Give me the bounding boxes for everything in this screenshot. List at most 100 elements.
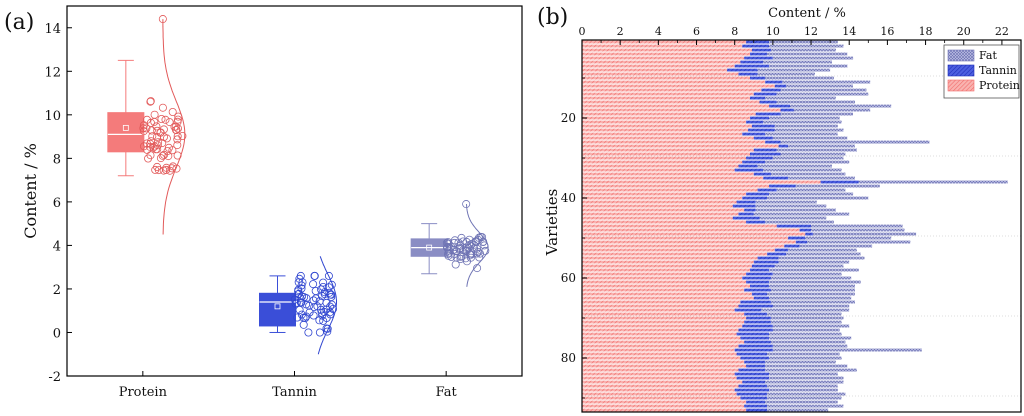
data-point: [326, 302, 335, 311]
bar-tannin: [763, 176, 789, 180]
bar-tannin: [742, 380, 766, 384]
bar-tannin: [753, 172, 771, 176]
bar-protein: [582, 340, 745, 344]
bar-protein: [582, 332, 737, 336]
bar-fat: [769, 44, 844, 48]
data-point: [174, 112, 183, 121]
y-tick-label: 0: [53, 326, 61, 341]
bar-tannin: [738, 368, 766, 372]
y-tick-label: 8: [53, 152, 61, 167]
x-tick-label: 18: [919, 25, 933, 38]
bar-fat: [767, 352, 840, 356]
bar-fat: [755, 208, 836, 212]
bar-tannin: [744, 56, 773, 60]
data-point: [455, 241, 464, 250]
x-tick-label: 14: [842, 25, 856, 38]
bar-protein: [582, 212, 739, 216]
data-point: [443, 243, 452, 252]
bar-tannin: [727, 68, 758, 72]
data-point: [150, 117, 159, 126]
bar-tannin: [750, 116, 770, 120]
bar-protein: [582, 52, 750, 56]
data-point: [461, 243, 470, 252]
panel-b-y-axis-title: Varieties: [543, 189, 561, 257]
data-point: [457, 233, 466, 242]
bar-protein: [582, 100, 760, 104]
bar-fat: [771, 340, 846, 344]
bar-fat: [774, 128, 844, 132]
bar-tannin: [746, 316, 771, 320]
bar-tannin: [769, 104, 791, 108]
bar-tannin: [738, 164, 758, 168]
bar-fat: [761, 308, 850, 312]
panel-a-y-axis: -2 0 2 4 6 8 10 12 14: [44, 22, 72, 385]
bar-fat: [763, 120, 842, 124]
data-point: [472, 237, 481, 246]
data-point: [319, 278, 328, 287]
data-point: [309, 296, 318, 305]
x-tick-label: 6: [693, 25, 700, 38]
panel-b-label: (b): [537, 5, 568, 30]
bar-protein: [582, 180, 821, 184]
y-tick-label: 20: [561, 111, 576, 125]
mean-marker: [122, 124, 129, 131]
bar-fat: [793, 108, 871, 112]
bar-tannin: [795, 240, 808, 244]
bar-fat: [771, 172, 846, 176]
bar-protein: [582, 216, 733, 220]
data-point: [297, 281, 306, 290]
bar-fat: [769, 388, 838, 392]
bar-tannin: [746, 364, 766, 368]
bar-protein: [582, 384, 739, 388]
panel-a-y-axis-title: Content / %: [21, 143, 40, 239]
bar-tannin: [753, 92, 777, 96]
box-group-tannin: [259, 256, 337, 355]
bar-fat: [765, 360, 836, 364]
bar-protein: [582, 380, 743, 384]
data-point: [297, 310, 306, 319]
bar-tannin: [774, 248, 789, 252]
bar-tannin: [734, 308, 762, 312]
bar-protein: [582, 400, 747, 404]
bar-tannin: [736, 392, 768, 396]
x-tick-label: Tannin: [272, 385, 317, 400]
data-point: [164, 152, 173, 161]
bar-tannin: [732, 204, 756, 208]
x-tick-label: Protein: [119, 385, 168, 400]
bar-tannin: [759, 100, 777, 104]
bar-tannin: [805, 232, 813, 236]
bar-protein: [582, 160, 743, 164]
bar-tannin: [788, 236, 806, 240]
data-point: [309, 280, 318, 289]
panel-a-label: (a): [4, 10, 34, 35]
bar-protein: [582, 408, 747, 412]
bar-fat: [769, 284, 855, 288]
data-point: [323, 324, 332, 333]
bar-protein: [582, 364, 747, 368]
bar-fat: [763, 60, 832, 64]
bar-tannin: [740, 336, 769, 340]
bar-protein: [582, 292, 752, 296]
data-point: [168, 108, 177, 117]
bar-protein: [582, 252, 768, 256]
bar-tannin: [738, 344, 773, 348]
bar-protein: [582, 284, 750, 288]
bar-protein: [582, 148, 754, 152]
data-point: [480, 241, 489, 250]
data-point: [324, 271, 333, 280]
x-tick-label: 8: [731, 25, 738, 38]
bar-protein: [582, 256, 758, 260]
data-point: [152, 132, 161, 141]
bar-tannin: [753, 136, 773, 140]
bar-fat: [813, 232, 917, 236]
data-point: [146, 151, 155, 160]
data-point: [319, 282, 328, 291]
bar-protein: [582, 112, 756, 116]
data-point: [320, 307, 329, 316]
bar-fat: [757, 72, 815, 76]
bar-protein: [582, 268, 750, 272]
data-point: [148, 132, 157, 141]
bar-fat: [786, 252, 861, 256]
bar-fat: [811, 224, 903, 228]
bar-fat: [759, 216, 827, 220]
